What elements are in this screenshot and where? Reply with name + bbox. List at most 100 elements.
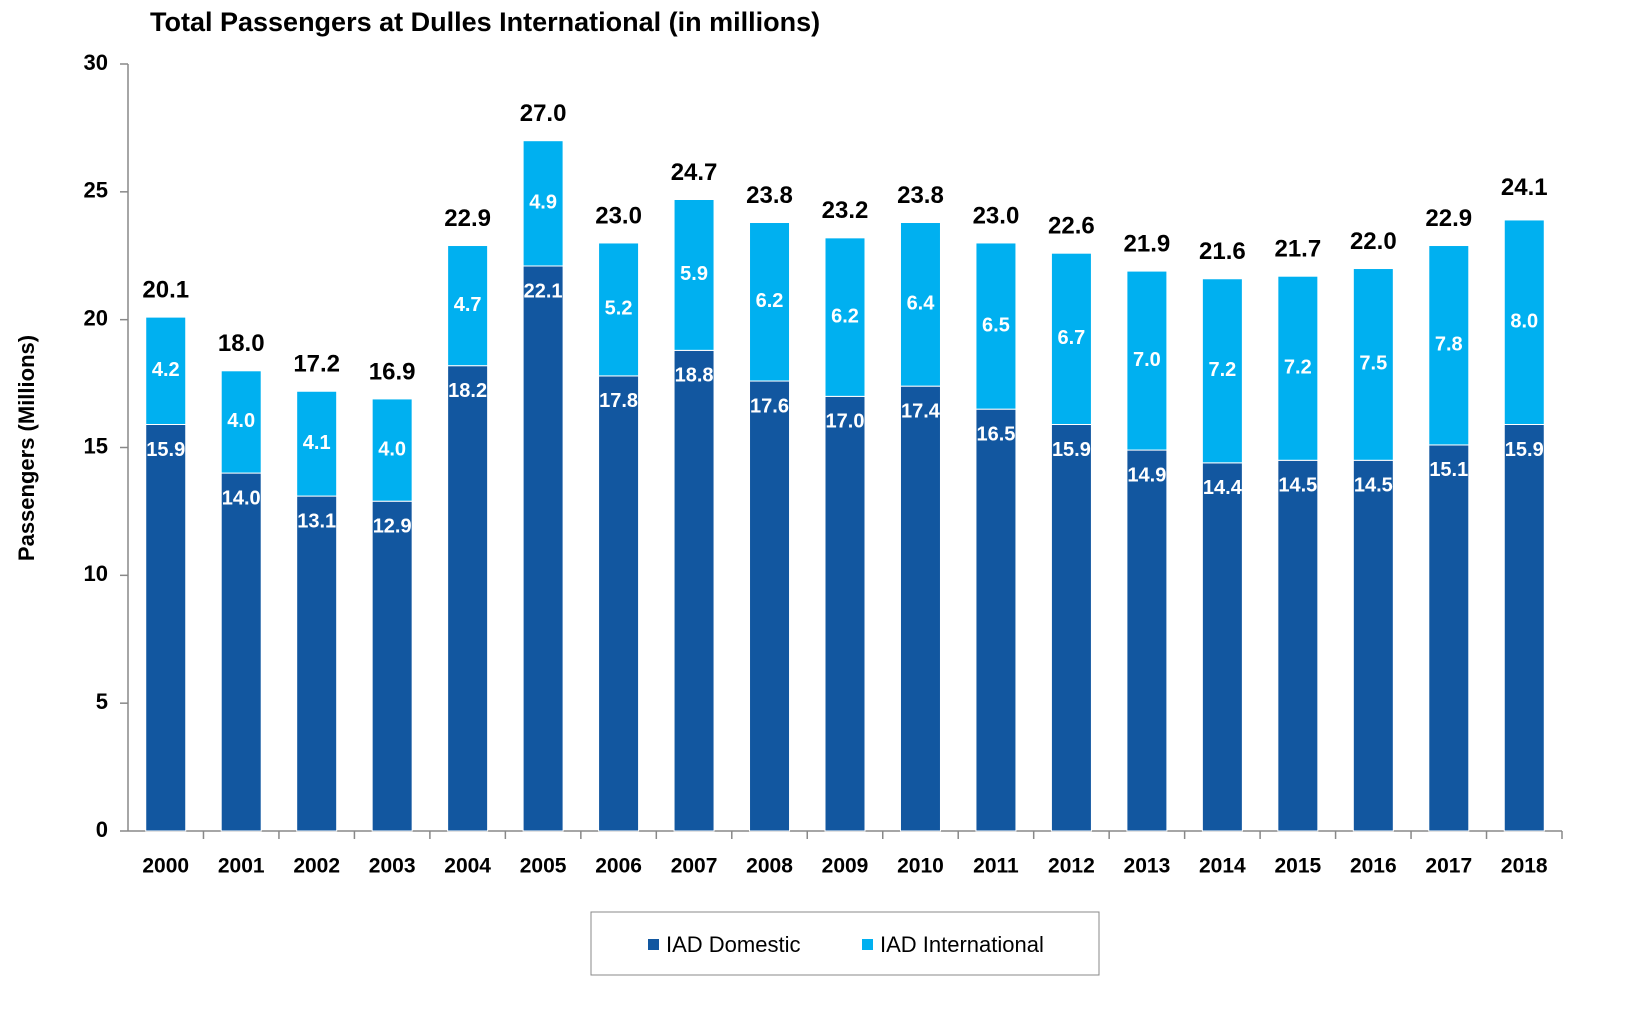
legend-label: IAD Domestic xyxy=(666,932,800,957)
y-tick-label: 0 xyxy=(96,817,108,842)
total-label: 23.2 xyxy=(822,197,869,224)
x-tick-label: 2011 xyxy=(973,855,1019,878)
x-tick-label: 2012 xyxy=(1048,855,1095,878)
y-tick-label: 20 xyxy=(84,305,108,330)
bar-segment xyxy=(1126,270,1168,451)
value-label: 18.2 xyxy=(448,380,487,402)
x-tick-label: 2008 xyxy=(746,855,793,878)
value-label: 14.5 xyxy=(1278,475,1317,497)
legend-swatch xyxy=(648,939,659,950)
bar-segment xyxy=(598,242,640,377)
value-label: 14.0 xyxy=(222,487,261,509)
x-tick-label: 2006 xyxy=(595,855,642,878)
total-label: 23.8 xyxy=(897,182,944,209)
total-label: 22.6 xyxy=(1048,213,1095,240)
value-label: 17.4 xyxy=(901,400,941,422)
bar-segment xyxy=(673,199,715,351)
bar-segment xyxy=(296,390,338,497)
bar-segment xyxy=(371,500,413,832)
y-tick-label: 5 xyxy=(96,689,108,714)
x-tick-label: 2003 xyxy=(369,855,416,878)
bar-segment xyxy=(1503,219,1545,425)
bar-segment xyxy=(145,423,187,832)
total-label: 27.0 xyxy=(520,100,567,127)
value-label: 14.9 xyxy=(1127,464,1166,486)
bar-segment xyxy=(673,349,715,832)
x-tick-label: 2018 xyxy=(1501,855,1548,878)
x-tick-label: 2013 xyxy=(1124,855,1171,878)
value-label: 6.2 xyxy=(831,305,859,327)
x-tick-label: 2001 xyxy=(218,855,265,878)
y-axis-label: Passengers (Millions) xyxy=(14,335,39,561)
bar-segment xyxy=(522,265,564,832)
bar-segment xyxy=(899,385,941,832)
total-label: 23.8 xyxy=(746,182,793,209)
total-label: 16.9 xyxy=(369,358,416,385)
x-tick-label: 2002 xyxy=(293,855,340,878)
x-tick-label: 2015 xyxy=(1274,855,1321,878)
bar-segment xyxy=(1050,252,1092,425)
y-tick-label: 15 xyxy=(84,433,108,458)
total-label: 20.1 xyxy=(142,276,189,303)
bar-segment xyxy=(1428,444,1470,832)
value-label: 15.1 xyxy=(1429,459,1468,481)
chart-title: Total Passengers at Dulles International… xyxy=(150,7,820,37)
value-label: 6.5 xyxy=(982,314,1010,336)
bar-segment xyxy=(1352,268,1394,461)
total-label: 21.9 xyxy=(1124,230,1171,257)
total-label: 22.0 xyxy=(1350,228,1397,255)
x-tick-label: 2005 xyxy=(520,855,567,878)
bar-segment xyxy=(1428,245,1470,446)
legend-swatch xyxy=(862,939,873,950)
bar-segment xyxy=(1503,423,1545,832)
y-tick-label: 30 xyxy=(84,50,108,75)
value-label: 4.0 xyxy=(378,438,406,460)
bar-segment xyxy=(522,140,564,267)
total-label: 23.0 xyxy=(595,202,642,229)
value-label: 16.5 xyxy=(976,423,1015,445)
total-label: 22.9 xyxy=(444,205,491,232)
bar-segment xyxy=(220,472,262,832)
bar-segment xyxy=(1050,423,1092,832)
total-label: 24.7 xyxy=(671,159,718,186)
bar-segment xyxy=(975,408,1017,832)
value-label: 18.8 xyxy=(675,365,714,387)
bar-segment xyxy=(220,370,262,474)
x-tick-label: 2007 xyxy=(671,855,718,878)
value-label: 12.9 xyxy=(373,515,412,537)
x-tick-label: 2009 xyxy=(822,855,869,878)
value-label: 8.0 xyxy=(1510,311,1538,333)
bar-segment xyxy=(975,242,1017,410)
x-tick-label: 2016 xyxy=(1350,855,1397,878)
value-label: 17.0 xyxy=(826,411,865,433)
y-tick-label: 25 xyxy=(84,178,108,203)
total-label: 21.6 xyxy=(1199,238,1246,265)
value-label: 6.2 xyxy=(756,290,784,312)
total-label: 17.2 xyxy=(293,351,340,378)
value-label: 7.8 xyxy=(1435,334,1463,356)
value-label: 15.9 xyxy=(1505,439,1544,461)
value-label: 4.9 xyxy=(529,192,557,214)
y-tick-label: 10 xyxy=(84,561,108,586)
bar-segment xyxy=(371,398,413,502)
bar-segment xyxy=(447,365,489,832)
bar-segment xyxy=(447,245,489,367)
total-label: 23.0 xyxy=(973,202,1020,229)
x-tick-label: 2004 xyxy=(444,855,491,878)
value-label: 4.1 xyxy=(303,432,331,454)
value-label: 6.7 xyxy=(1058,327,1086,349)
value-label: 4.0 xyxy=(227,410,255,432)
total-label: 21.7 xyxy=(1274,236,1321,263)
value-label: 17.6 xyxy=(750,395,789,417)
value-label: 15.9 xyxy=(1052,439,1091,461)
value-label: 7.0 xyxy=(1133,349,1161,371)
bar-segment xyxy=(1277,459,1319,832)
bar-segment xyxy=(1201,462,1243,832)
total-label: 24.1 xyxy=(1501,174,1548,201)
value-label: 7.5 xyxy=(1359,353,1387,375)
legend-box xyxy=(590,911,1100,976)
legend-label: IAD International xyxy=(880,932,1044,957)
bar-segment xyxy=(899,222,941,387)
value-label: 14.4 xyxy=(1203,477,1243,499)
value-label: 4.2 xyxy=(152,359,180,381)
